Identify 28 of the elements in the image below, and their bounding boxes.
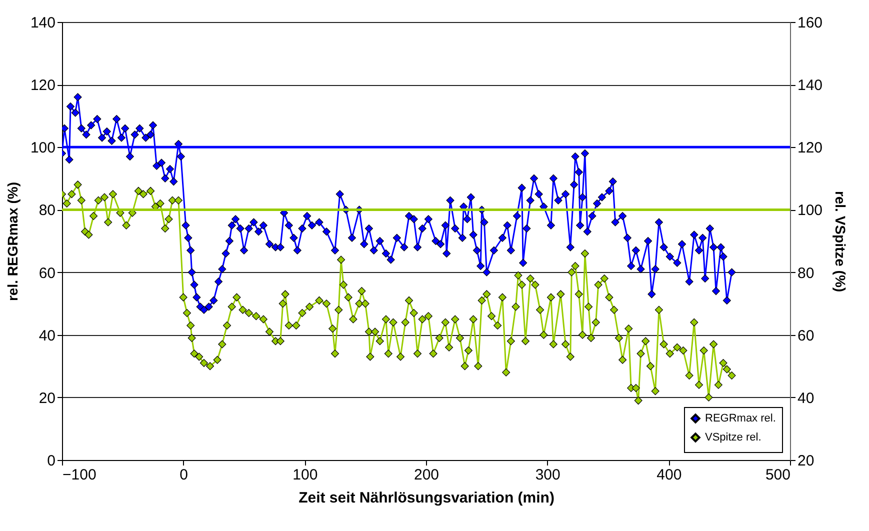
x-tick-label: 0 [180,466,188,484]
y-tick-label: 120 [30,77,56,94]
y2-axis-title: rel. VSpitze (%) [832,190,849,292]
y-tick-label: 0 [47,452,56,470]
x-tick-label: 200 [414,466,440,484]
y-tick-label: 100 [30,140,56,157]
legend-label: VSpitze rel. [705,432,762,444]
y2-tick-label: 100 [798,202,823,220]
y-tick-label: 80 [38,202,56,220]
y-tick-label: 60 [38,264,56,282]
y-tick-label: 140 [30,14,56,32]
x-axis-title: Zeit seit Nährlösungsvariation (min) [298,490,554,506]
x-tick-label: 400 [656,466,682,484]
y2-tick-label: 140 [798,77,823,94]
y2-tick-label: 60 [798,327,814,344]
y2-tick-label: 80 [798,264,814,282]
y-tick-label: 40 [38,327,56,344]
x-tick-label: 300 [535,466,560,484]
y-axis-title: rel. REGRmax (%) [4,182,20,302]
x-tick-label: −100 [62,466,96,484]
x-tick-label: 500 [765,466,790,484]
legend-label: REGRmax rel. [705,412,776,424]
x-tick-label: 100 [292,466,318,484]
y2-tick-label: 160 [798,14,823,32]
y-tick-label: 20 [38,390,56,407]
y2-tick-label: 20 [798,452,814,470]
y2-tick-label: 40 [798,390,814,407]
y2-tick-label: 120 [798,140,823,157]
